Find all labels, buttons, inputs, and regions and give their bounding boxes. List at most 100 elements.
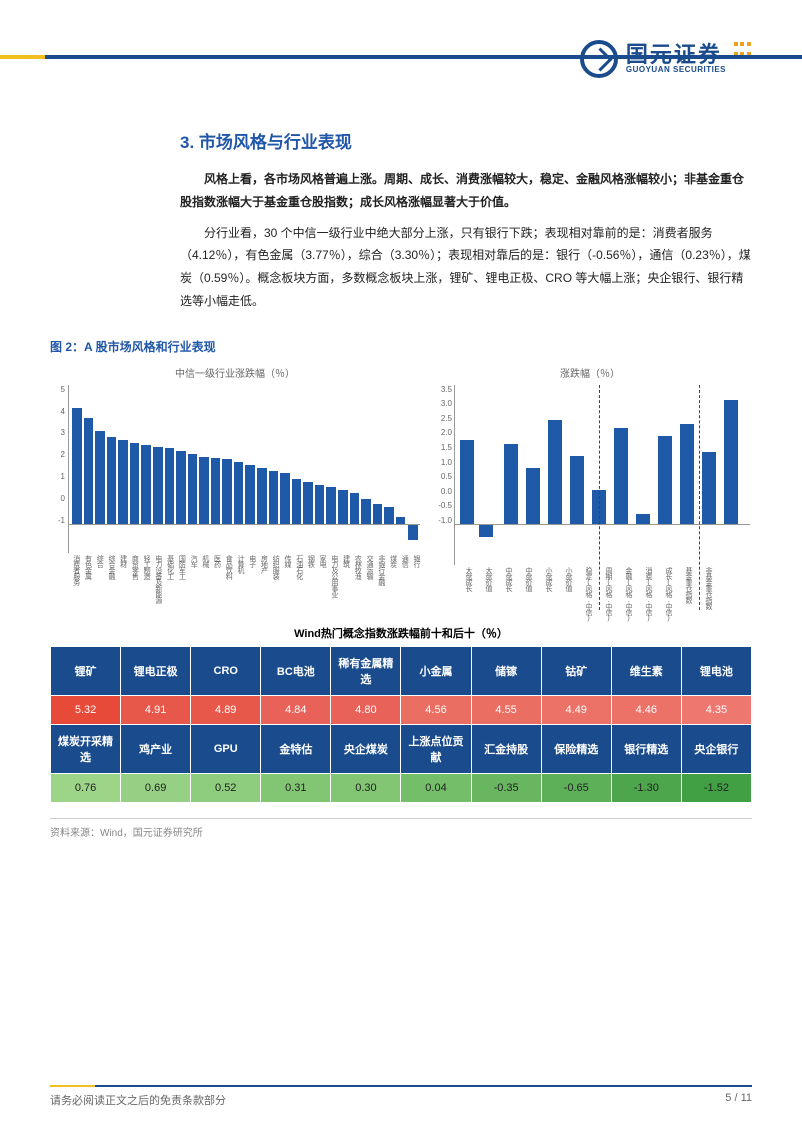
table-cell: 0.69 [121, 773, 191, 802]
data-source: 资料来源：Wind，国元证券研究所 [50, 818, 752, 839]
bar-汽车 [188, 454, 198, 524]
table-cell: -0.35 [471, 773, 541, 802]
bar-电力设备及新能源 [153, 447, 163, 524]
style-bar-金融(风格.中信) [636, 514, 650, 524]
table-cell: 4.91 [121, 695, 191, 724]
table-bottom-value-row: 0.760.690.520.310.300.04-0.35-0.65-1.30-… [51, 773, 752, 802]
table-bottom-header-row: 煤炭开采精选鸡产业GPU金特估央企煤炭上涨点位贡献汇金持股保险精选银行精选央企银… [51, 724, 752, 773]
table-cell: -0.65 [541, 773, 611, 802]
style-bar-基金重仓指数 [702, 452, 716, 524]
table-cell: 金特估 [261, 724, 331, 773]
table-cell: 央企煤炭 [331, 724, 401, 773]
bar-商贸零售 [130, 443, 140, 524]
table-cell: 4.55 [471, 695, 541, 724]
bar-建筑 [338, 490, 348, 524]
chart1-title: 中信一级行业涨跌幅（％） [50, 365, 420, 380]
table-cell: 央企银行 [681, 724, 751, 773]
style-bar-小盘成长 [548, 420, 562, 524]
bar-食品饮料 [222, 459, 232, 523]
bar-基础化工 [165, 448, 175, 524]
table-cell: 4.89 [191, 695, 261, 724]
logo-icon [580, 40, 618, 78]
bar-房地产 [257, 468, 267, 524]
bar-纺织服装 [269, 471, 279, 524]
bar-煤炭 [384, 507, 394, 524]
bar-综合金融 [107, 437, 117, 524]
bar-电子 [245, 465, 255, 524]
bar-钢铁 [303, 482, 313, 524]
table-cell: 煤炭开采精选 [51, 724, 121, 773]
style-bar-周期(风格.中信) [614, 428, 628, 524]
style-bar-中盘价值 [526, 468, 540, 524]
footer-page-number: 5 / 11 [725, 1092, 752, 1108]
chart1-bars [68, 385, 420, 525]
table-cell: 0.52 [191, 773, 261, 802]
table-cell: 4.49 [541, 695, 611, 724]
section-title: 3. 市场风格与行业表现 [180, 128, 752, 153]
bar-计算机 [234, 462, 244, 524]
table-cell: GPU [191, 724, 261, 773]
table-cell: 0.31 [261, 773, 331, 802]
style-bar-中盘成长 [504, 444, 518, 524]
chart1-negative-zone [68, 525, 420, 553]
industry-bar-chart: 中信一级行业涨跌幅（％） 543210-1 消费者服务有色金属综合综合金融建材商… [50, 365, 420, 605]
table-cell: 4.56 [401, 695, 471, 724]
table-cell: 稀有金属精选 [331, 646, 401, 695]
table-cell: 4.80 [331, 695, 401, 724]
bar-轻工制造 [141, 445, 151, 523]
table-cell: 钴矿 [541, 646, 611, 695]
bar-交通运输 [361, 499, 371, 524]
table-cell: 保险精选 [541, 724, 611, 773]
bar-通信 [396, 517, 406, 523]
paragraph-1: 风格上看，各市场风格普遍上涨。周期、成长、消费涨幅较大，稳定、金融风格涨幅较小；… [180, 168, 752, 214]
table-cell: 银行精选 [611, 724, 681, 773]
style-bar-非基金重仓指数 [724, 400, 738, 524]
bar-机械 [199, 457, 209, 524]
bar-有色金属 [84, 418, 94, 524]
chart2-y-axis: 3.53.02.52.01.51.00.50.0-0.5-1.0 [430, 385, 452, 525]
bar-消费者服务 [72, 408, 82, 523]
table-cell: 储镓 [471, 646, 541, 695]
table-cell: 4.84 [261, 695, 331, 724]
bar-非银行金融 [373, 504, 383, 524]
style-bar-chart: 涨跌幅（％） 3.53.02.52.01.51.00.50.0-0.5-1.0 … [430, 365, 750, 605]
table-cell: 0.76 [51, 773, 121, 802]
table-cell: 锂矿 [51, 646, 121, 695]
bar-国防军工 [176, 451, 186, 524]
table-cell: 维生素 [611, 646, 681, 695]
bar-石油石化 [292, 479, 302, 524]
style-bar-消费(风格.中信) [658, 436, 672, 524]
chart1-y-axis: 543210-1 [50, 385, 65, 525]
table-cell: 小金属 [401, 646, 471, 695]
table-cell: -1.52 [681, 773, 751, 802]
performance-table: 锂矿锂电正极CROBC电池稀有金属精选小金属储镓钴矿维生素锂电池 5.324.9… [50, 646, 752, 803]
style-bar-大盘成长 [460, 440, 474, 524]
table-cell: -1.30 [611, 773, 681, 802]
table-cell: 汇金持股 [471, 724, 541, 773]
table-cell: 上涨点位贡献 [401, 724, 471, 773]
bar-医药 [211, 458, 221, 524]
table-cell: 4.35 [681, 695, 751, 724]
table-cell: 0.30 [331, 773, 401, 802]
bar-家电 [315, 485, 325, 524]
bar-农林牧渔 [350, 493, 360, 524]
chart2-bars [454, 385, 750, 525]
header-divider [0, 55, 802, 59]
page-header: 国元证券 GUOYUAN SECURITIES [50, 40, 752, 78]
charts-container: 中信一级行业涨跌幅（％） 543210-1 消费者服务有色金属综合综合金融建材商… [50, 365, 752, 605]
chart1-x-labels: 消费者服务有色金属综合综合金融建材商贸零售轻工制造电力设备及新能源基础化工国防军… [68, 555, 420, 630]
chart2-negative-zone [454, 525, 750, 565]
figure-caption: 图 2：A 股市场风格和行业表现 [50, 338, 752, 355]
table-cell: 锂电正极 [121, 646, 191, 695]
page-footer: 请务必阅读正文之后的免责条款部分 5 / 11 [50, 1085, 752, 1108]
chart2-x-labels: 大盘成长大盘价值中盘成长中盘价值小盘成长小盘价值稳定(风格.中信)周期(风格.中… [454, 567, 750, 652]
paragraph-2: 分行业看，30 个中信一级行业中绝大部分上涨，只有银行下跌；表现相对靠前的是：消… [180, 222, 752, 313]
table-top-header-row: 锂矿锂电正极CROBC电池稀有金属精选小金属储镓钴矿维生素锂电池 [51, 646, 752, 695]
table-cell: 5.32 [51, 695, 121, 724]
bar-综合 [95, 431, 105, 523]
table-cell: CRO [191, 646, 261, 695]
footer-disclaimer: 请务必阅读正文之后的免责条款部分 [50, 1092, 226, 1108]
style-bar-成长(风格.中信) [680, 424, 694, 524]
style-bar-小盘价值 [570, 456, 584, 524]
company-logo: 国元证券 GUOYUAN SECURITIES [580, 40, 752, 78]
